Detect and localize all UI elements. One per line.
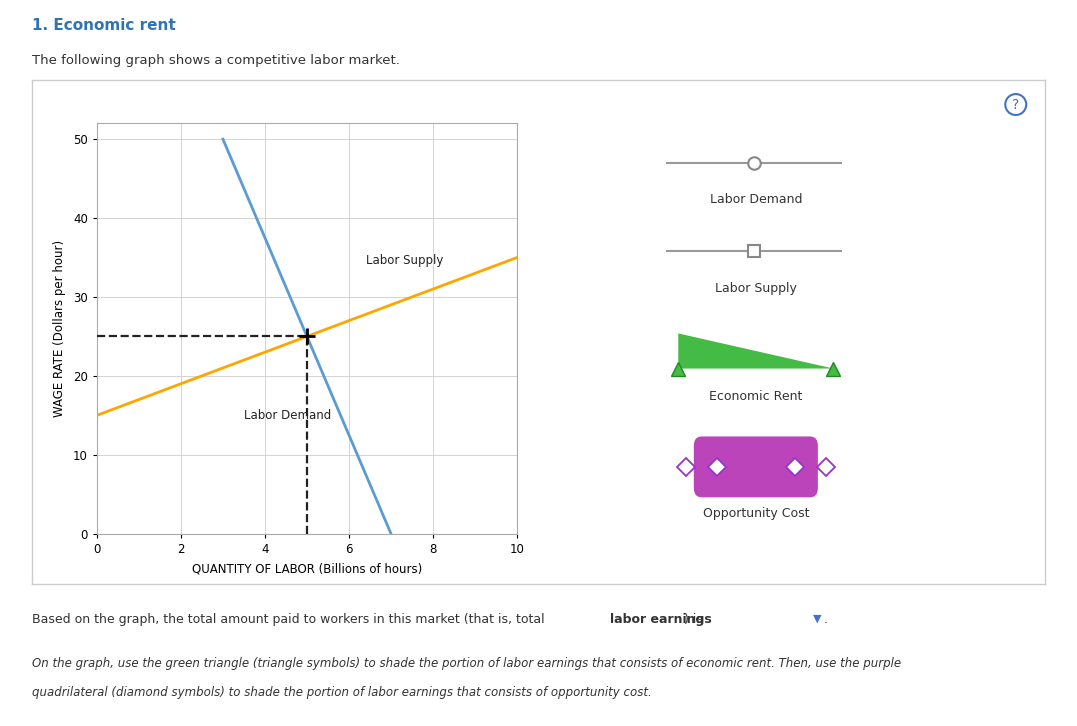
Text: Labor Supply: Labor Supply: [366, 254, 443, 267]
Text: Economic Rent: Economic Rent: [709, 390, 802, 403]
Y-axis label: WAGE RATE (Dollars per hour): WAGE RATE (Dollars per hour): [53, 240, 66, 417]
X-axis label: QUANTITY OF LABOR (Billions of hours): QUANTITY OF LABOR (Billions of hours): [192, 563, 422, 576]
Polygon shape: [679, 333, 834, 369]
Text: ) is: ) is: [684, 613, 703, 627]
Text: .: .: [824, 613, 828, 627]
Text: 1. Economic rent: 1. Economic rent: [32, 18, 176, 33]
Text: Labor Demand: Labor Demand: [244, 409, 332, 423]
Text: Based on the graph, the total amount paid to workers in this market (that is, to: Based on the graph, the total amount pai…: [32, 613, 549, 627]
Text: labor earnings: labor earnings: [610, 613, 711, 627]
FancyBboxPatch shape: [694, 436, 817, 497]
Text: ?: ?: [1012, 97, 1019, 112]
Text: Opportunity Cost: Opportunity Cost: [702, 507, 809, 521]
Text: ▼: ▼: [813, 613, 822, 624]
Text: Labor Demand: Labor Demand: [710, 193, 802, 206]
Text: The following graph shows a competitive labor market.: The following graph shows a competitive …: [32, 54, 401, 68]
Text: quadrilateral (diamond symbols) to shade the portion of labor earnings that cons: quadrilateral (diamond symbols) to shade…: [32, 686, 652, 699]
Text: Labor Supply: Labor Supply: [715, 282, 797, 295]
Text: On the graph, use the green triangle (triangle symbols) to shade the portion of : On the graph, use the green triangle (tr…: [32, 657, 901, 670]
